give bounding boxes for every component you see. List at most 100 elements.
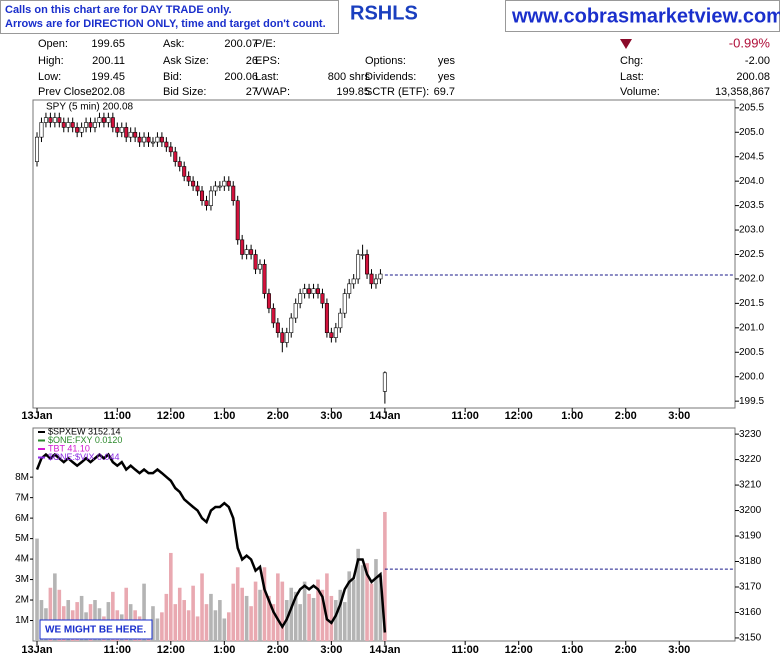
volume-bar (351, 579, 356, 641)
candle-body (360, 254, 365, 256)
candle-body (195, 185, 200, 192)
quote-value: 13,358,867 (715, 86, 770, 98)
candle-body (258, 263, 263, 270)
notice-line: Arrows are for DIRECTION ONLY, time and … (5, 18, 326, 30)
candle-body (347, 283, 352, 294)
quote-label: Chg: (620, 55, 643, 67)
x-tick-label: 14Jan (369, 644, 400, 656)
volume-bar (151, 606, 155, 641)
y-tick-label: 3190 (739, 531, 762, 542)
candle-body (110, 117, 115, 128)
y-tick-label: 204.0 (739, 176, 764, 187)
volume-bar (325, 573, 329, 641)
y-tick-label: 202.5 (739, 249, 764, 260)
quote-label: Low: (38, 71, 61, 83)
candle-body (70, 122, 75, 128)
candle-body (213, 185, 218, 192)
volume-bar (365, 563, 369, 641)
quote-label: Last: (255, 71, 279, 83)
volume-bar (302, 581, 307, 641)
volume-bar (200, 573, 204, 641)
y-tick-label: 3210 (739, 480, 762, 491)
candle-body (253, 254, 258, 270)
quote-panel: Open: 199.65 Ask: 200.07P/E: High: 200.11 Ask … (38, 35, 770, 97)
quote-value: 27 (246, 86, 258, 98)
candle-body (159, 136, 164, 143)
y-tick-label: 3M (15, 574, 29, 585)
y-tick-label: 3180 (739, 556, 762, 567)
candle-body (173, 151, 178, 162)
candle-body (231, 185, 236, 202)
volume-bar (378, 575, 383, 641)
volume-bar (155, 618, 160, 641)
y-tick-label: 200.0 (739, 371, 764, 382)
x-tick-label: 3:00 (320, 410, 342, 422)
candle-body (271, 307, 276, 324)
x-tick-label: 1:00 (561, 410, 583, 422)
candle-body (182, 166, 187, 177)
candle-body (351, 278, 356, 285)
volume-bar (329, 595, 334, 641)
quote-value: 200.08 (736, 71, 770, 83)
candle-body (382, 372, 387, 392)
quote-label: Ask Size: (163, 55, 209, 67)
y-tick-label: 201.5 (739, 298, 764, 309)
candle-body (88, 122, 93, 128)
quote-label: Last: (620, 71, 644, 83)
quote-value: 200.07 (224, 38, 258, 50)
volume-bar (307, 593, 311, 641)
x-tick-label: 3:00 (668, 644, 690, 656)
legend-label: $SPXEW 3152.14 (48, 426, 121, 436)
volume-bar (338, 589, 343, 641)
candle-body (124, 127, 129, 138)
candle-body (217, 185, 222, 188)
x-tick-label: 3:00 (320, 644, 342, 656)
candle-body (298, 293, 303, 304)
volume-bar (293, 591, 298, 641)
volume-bar (177, 587, 182, 641)
candle-body (57, 117, 62, 123)
x-tick-label: 12:00 (505, 644, 533, 656)
volume-bar (244, 595, 249, 641)
candle-body (293, 303, 298, 319)
y-tick-label: 199.5 (739, 396, 764, 407)
candle-body (79, 127, 84, 133)
candle-body (115, 127, 120, 133)
candle-body (52, 117, 57, 123)
y-tick-label: 202.0 (739, 274, 764, 285)
notice-line: Calls on this chart are for DAY TRADE on… (5, 4, 232, 16)
y-tick-label: 7M (15, 492, 29, 503)
quote-label: VWAP: (255, 86, 290, 98)
volume-bar (204, 604, 209, 641)
quote-label: Bid: (163, 71, 182, 83)
quote-value: 200.06 (224, 71, 258, 83)
quote-label: Dividends: (365, 71, 416, 83)
change-percent: -0.99% (729, 35, 771, 50)
volume-bar (213, 610, 218, 641)
volume-bar (160, 612, 164, 641)
candle-body (342, 293, 347, 314)
volume-bar (231, 583, 236, 641)
candle-body (333, 327, 338, 338)
x-tick-label: 11:00 (104, 410, 132, 422)
quote-label: P/E: (255, 38, 276, 50)
quote-value: yes (438, 71, 456, 83)
candle-body (275, 322, 280, 334)
volume-bar (298, 604, 302, 641)
site-box (505, 0, 780, 32)
candle-body (150, 141, 155, 144)
quote-label: Ask: (163, 38, 184, 50)
candle-body (226, 180, 231, 187)
quote-value: 800 shrs (328, 71, 371, 83)
candle-body (39, 122, 44, 138)
candle-body (97, 117, 102, 123)
x-tick-label: 12:00 (157, 644, 185, 656)
quote-value: 200.11 (92, 55, 125, 67)
volume-bar (191, 585, 195, 641)
volume-bar (276, 573, 280, 641)
volume-bar (311, 597, 316, 641)
quote-label: Options: (365, 55, 406, 67)
down-arrow (620, 39, 632, 49)
candle-body (244, 249, 249, 255)
